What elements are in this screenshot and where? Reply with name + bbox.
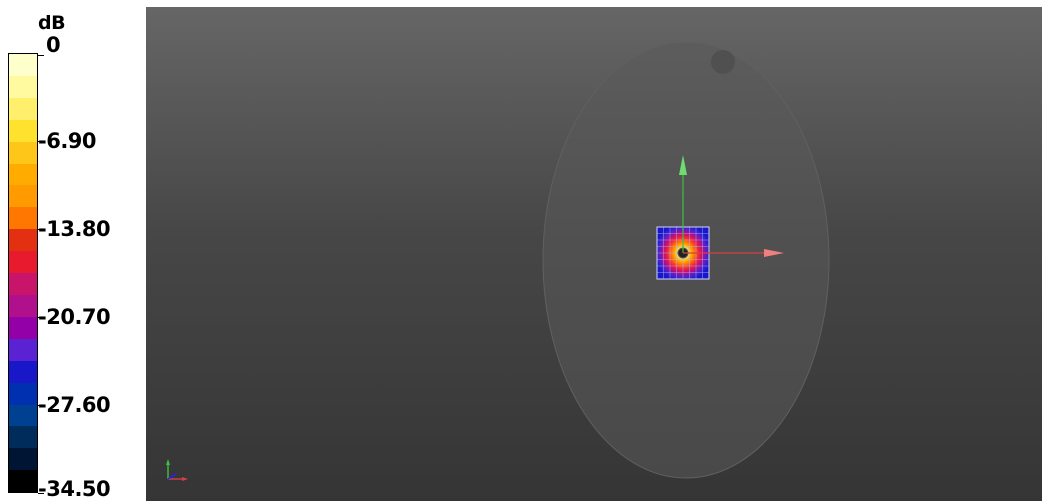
legend-tick-label: -13.80 — [38, 217, 111, 241]
legend-swatch — [9, 97, 37, 120]
legend-swatch — [9, 470, 37, 493]
y-axis-arrow-icon — [679, 155, 687, 253]
legend-swatch — [9, 382, 37, 405]
legend-swatch — [9, 75, 37, 98]
legend-unit-label: dB — [38, 12, 66, 34]
x-axis-arrow-icon — [683, 249, 784, 257]
legend-swatch — [9, 360, 37, 383]
legend-swatch — [9, 251, 37, 274]
legend-swatch — [9, 404, 37, 427]
legend-swatch — [9, 316, 37, 339]
legend-tick-label: -27.60 — [38, 393, 111, 417]
legend-color-bar — [8, 53, 38, 493]
legend-tick-label: -20.70 — [38, 305, 111, 329]
scene-canvas[interactable] — [146, 7, 1042, 501]
probe-mark-icon — [711, 50, 735, 74]
legend-swatch — [9, 426, 37, 449]
legend-swatch — [9, 207, 37, 230]
legend-swatch — [9, 273, 37, 295]
legend-swatch — [9, 119, 37, 142]
legend-swatch — [9, 338, 37, 361]
legend-swatch — [9, 141, 37, 164]
legend-swatch — [9, 185, 37, 208]
legend-tick-mark — [38, 405, 44, 406]
legend-tick-label: 0 — [46, 33, 61, 57]
legend-tick-mark — [38, 493, 44, 494]
legend-swatch — [9, 54, 37, 76]
orientation-triad-icon — [166, 459, 188, 481]
legend-tick-mark — [38, 55, 44, 56]
legend-tick-label: -6.90 — [38, 129, 97, 153]
legend-tick-mark — [38, 229, 44, 230]
legend-swatch — [9, 229, 37, 252]
legend-swatch — [9, 294, 37, 317]
legend-tick-mark — [38, 317, 44, 318]
3d-viewport[interactable] — [146, 7, 1042, 501]
color-legend: dB 0 -6.90 -13.80 -20.70 -27.60 -34.50 — [0, 0, 146, 501]
legend-swatch — [9, 448, 37, 471]
legend-tick-mark — [38, 141, 44, 142]
legend-swatch — [9, 163, 37, 186]
legend-tick-label: -34.50 — [38, 477, 111, 501]
